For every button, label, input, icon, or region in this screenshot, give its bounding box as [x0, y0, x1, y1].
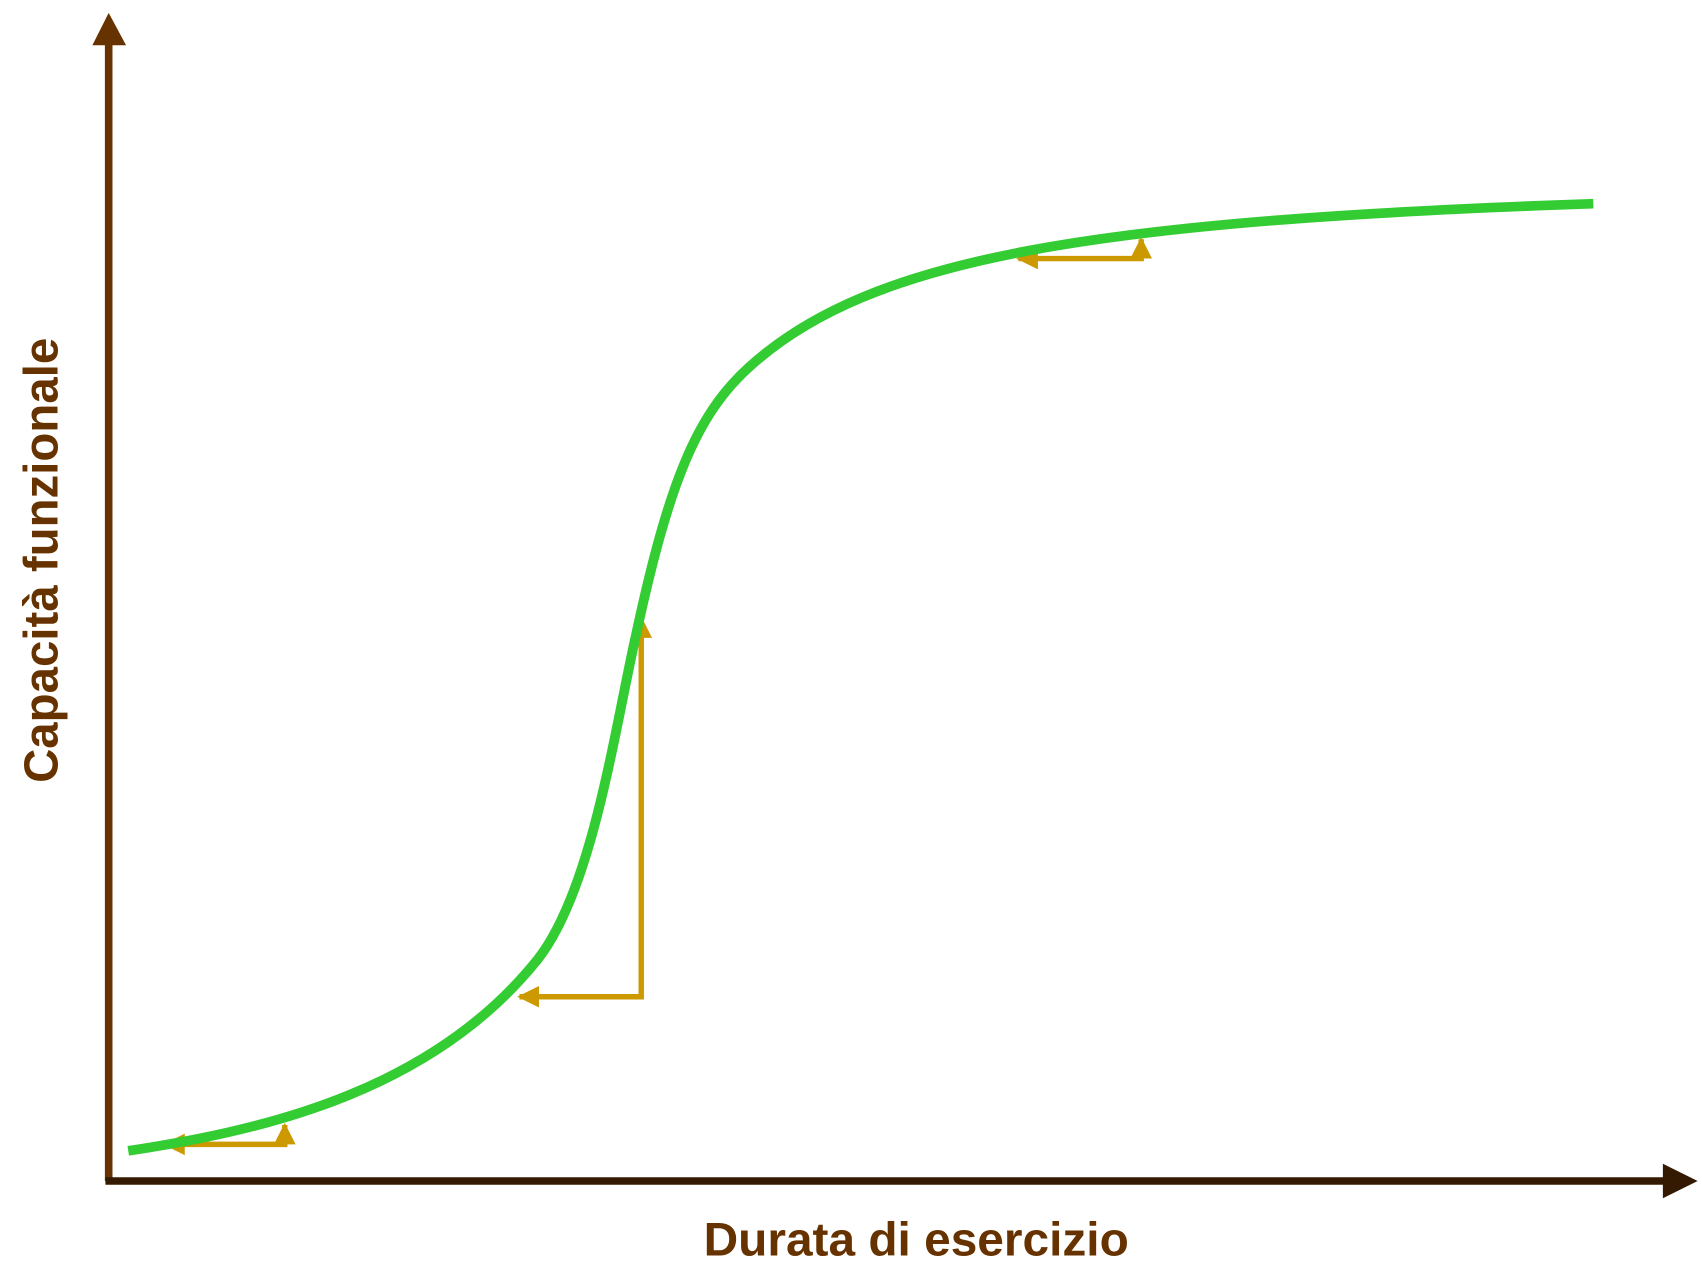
- step-arrows: [163, 237, 1153, 1156]
- x-axis-label: Durata di esercizio: [704, 1214, 1129, 1267]
- step-arrow: [1016, 237, 1153, 270]
- y-axis-label: Capacità funzionale: [15, 338, 68, 783]
- step-arrow: [517, 616, 653, 1008]
- step-arrow: [163, 1122, 296, 1156]
- x-axis-arrow: [1662, 1163, 1698, 1199]
- y-axis-arrow: [92, 12, 127, 46]
- curve: [127, 198, 1594, 1156]
